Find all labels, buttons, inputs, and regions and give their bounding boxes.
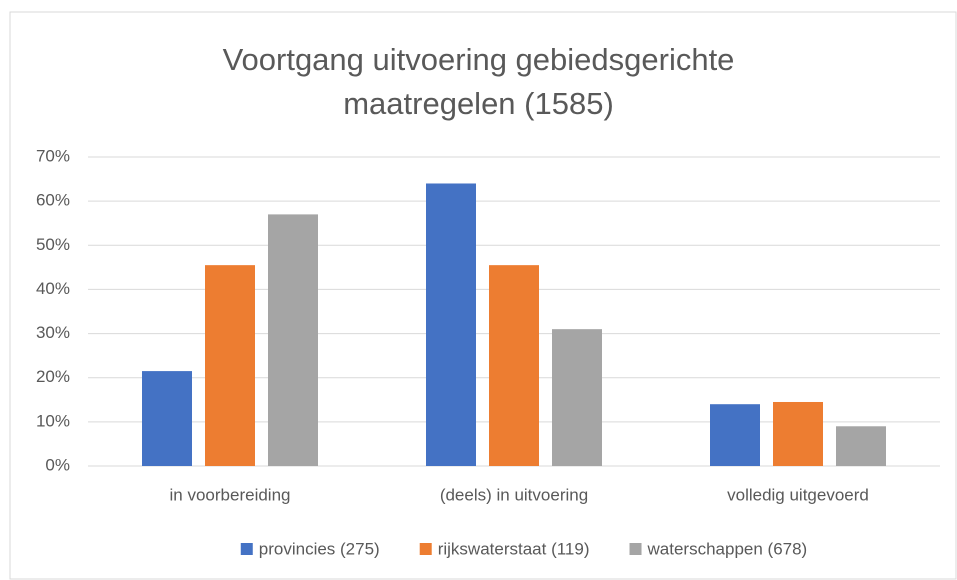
bar bbox=[205, 265, 255, 466]
bar bbox=[268, 214, 318, 466]
legend-label: provincies (275) bbox=[259, 539, 380, 558]
x-tick-label: (deels) in uitvoering bbox=[440, 485, 588, 504]
y-tick-label: 50% bbox=[36, 235, 70, 254]
chart-border bbox=[9, 11, 957, 580]
bar bbox=[710, 404, 760, 466]
y-tick-label: 0% bbox=[45, 455, 70, 474]
bar bbox=[552, 329, 602, 466]
bar bbox=[426, 183, 476, 466]
chart-title: Voortgang uitvoering gebiedsgerichte maa… bbox=[222, 42, 735, 121]
bar bbox=[142, 371, 192, 466]
legend-label: rijkswaterstaat (119) bbox=[438, 539, 590, 558]
bar bbox=[773, 401, 823, 466]
bar bbox=[836, 426, 886, 466]
y-tick-label: 10% bbox=[36, 411, 70, 430]
legend-swatch bbox=[419, 543, 432, 555]
legend-swatch bbox=[629, 543, 642, 555]
y-tick-label: 30% bbox=[36, 323, 70, 342]
bar bbox=[489, 265, 539, 466]
y-tick-label: 60% bbox=[36, 191, 70, 210]
legend-label: waterschappen (678) bbox=[647, 539, 808, 558]
y-tick-label: 20% bbox=[36, 367, 70, 386]
legend-swatch bbox=[240, 543, 253, 555]
y-tick-label: 70% bbox=[36, 146, 70, 165]
y-tick-label: 40% bbox=[36, 279, 70, 298]
x-tick-label: in voorbereiding bbox=[170, 485, 291, 504]
x-tick-label: volledig uitgevoerd bbox=[727, 485, 869, 504]
